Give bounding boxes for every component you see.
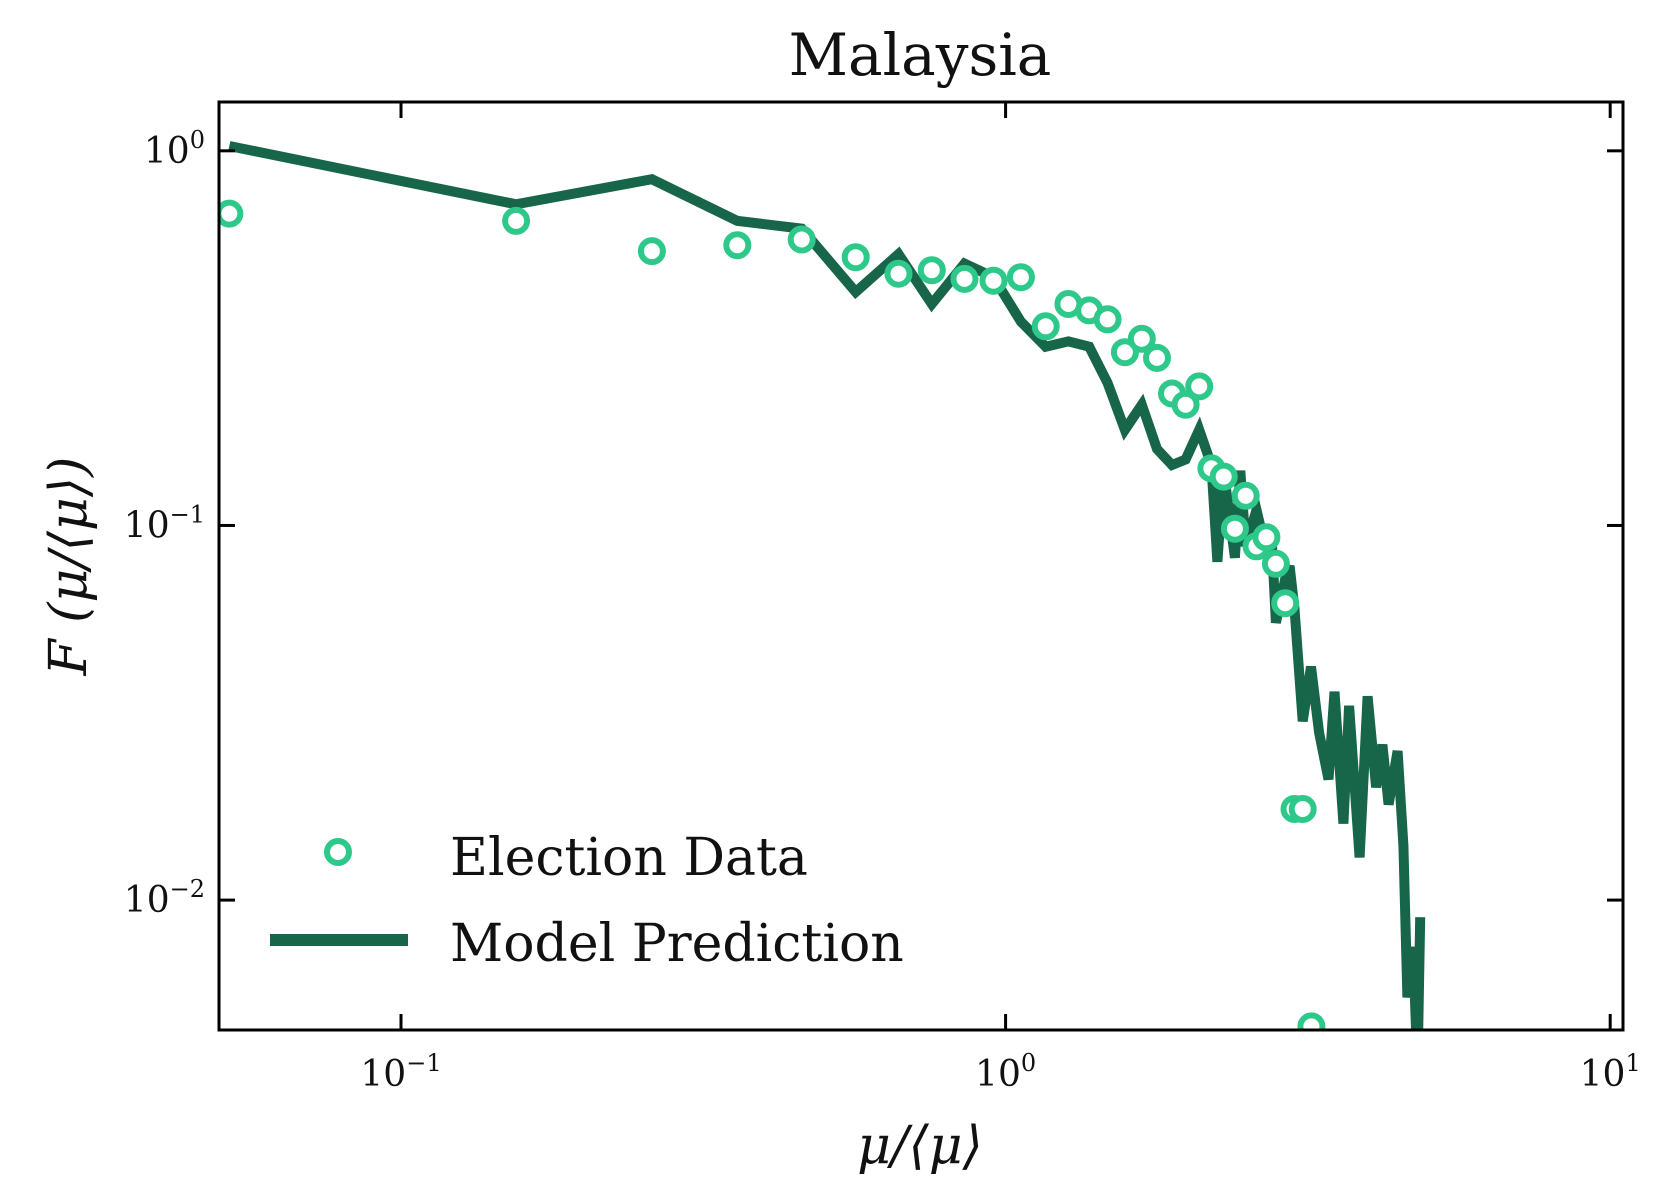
x-tick-label: 100 (975, 1049, 1036, 1095)
election-data-point (502, 206, 531, 235)
election-data-point (1231, 481, 1260, 510)
legend-marker-election-data (324, 838, 352, 866)
election-data-point (1006, 263, 1035, 292)
y-tick-label: 10−2 (124, 875, 205, 921)
election-data-point (1185, 372, 1214, 401)
election-data-point (841, 243, 870, 272)
election-data-point (1093, 305, 1122, 334)
plot-frame (217, 100, 1625, 1032)
election-data-point (979, 266, 1008, 295)
election-data-point (1271, 589, 1300, 618)
election-data-point (1031, 312, 1060, 341)
election-data-point (787, 225, 816, 254)
election-data-point (1252, 523, 1281, 552)
x-tick-label: 10−1 (360, 1049, 441, 1095)
y-tick-label: 100 (144, 126, 205, 172)
election-data-point (723, 231, 752, 260)
election-data-point (950, 264, 979, 293)
election-data-point (1220, 514, 1249, 543)
legend-label-model-prediction: Model Prediction (450, 914, 904, 974)
y-axis-label: F (μ/⟨μ⟩) (39, 457, 99, 677)
y-tick-label: 10−1 (124, 500, 205, 546)
election-data-point (884, 259, 913, 288)
election-data-point (637, 237, 666, 266)
legend: Election Data Model Prediction (270, 828, 904, 974)
axis-ticks: 10−1 100 101 100 10−1 10−2 (124, 102, 1641, 1095)
election-data-series (219, 199, 1326, 1030)
x-tick-label: 101 (1580, 1049, 1641, 1095)
election-data-point (219, 199, 244, 228)
election-data-point (1171, 390, 1200, 419)
election-data-point (1209, 462, 1238, 491)
election-data-point (1143, 343, 1171, 372)
election-data-point (1127, 324, 1156, 353)
election-data-point (1261, 549, 1290, 578)
chart-title: Malaysia (789, 21, 1052, 89)
election-data-point (917, 256, 946, 285)
election-data-point (1288, 795, 1317, 823)
x-axis-label: μ/⟨μ⟩ (857, 1116, 983, 1176)
legend-label-election-data: Election Data (450, 828, 808, 888)
election-data-point (1297, 1012, 1326, 1030)
